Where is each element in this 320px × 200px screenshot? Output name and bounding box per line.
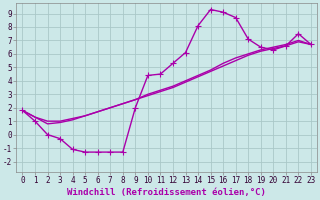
X-axis label: Windchill (Refroidissement éolien,°C): Windchill (Refroidissement éolien,°C) [67,188,266,197]
